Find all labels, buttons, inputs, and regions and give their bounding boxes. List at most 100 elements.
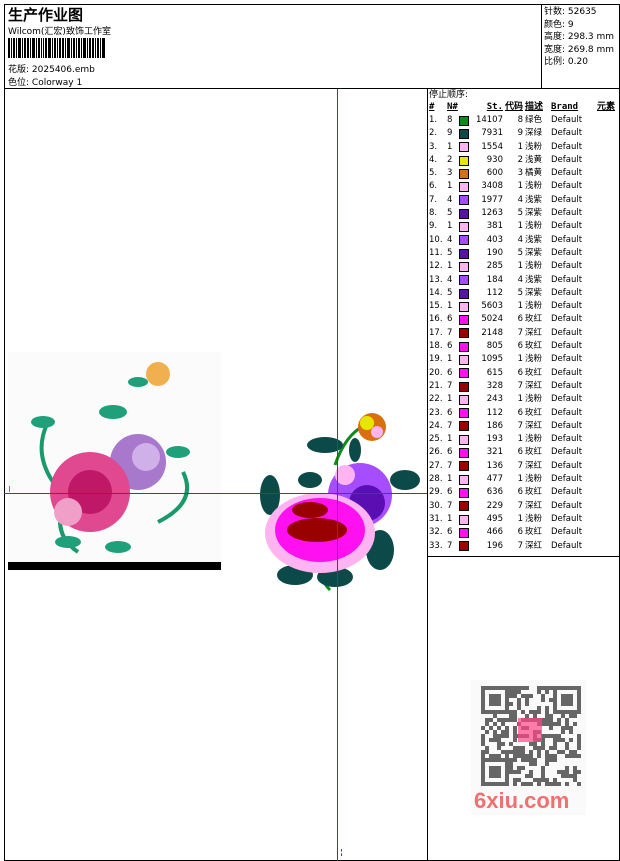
table-row: 20. 6 615 6 玫红 Default bbox=[429, 367, 619, 380]
row-description: 深红 bbox=[525, 380, 543, 391]
row-index: 10. bbox=[429, 234, 443, 245]
row-needle: 1 bbox=[447, 434, 453, 445]
barcode-bar bbox=[27, 38, 29, 58]
row-brand: Default bbox=[551, 234, 583, 245]
color-swatch bbox=[459, 115, 469, 126]
row-stitches: 112 bbox=[486, 407, 503, 418]
row-brand: Default bbox=[551, 168, 583, 179]
color-swatch bbox=[459, 142, 469, 153]
row-brand: Default bbox=[551, 301, 583, 312]
row-stitches: 1554 bbox=[481, 141, 503, 152]
design-value: 2025406.emb bbox=[31, 65, 95, 75]
row-description: 浅粉 bbox=[525, 261, 543, 272]
row-needle: 1 bbox=[447, 181, 453, 192]
row-brand: Default bbox=[551, 487, 583, 498]
row-brand: Default bbox=[551, 500, 583, 511]
row-needle: 3 bbox=[447, 168, 453, 179]
barcode-bar bbox=[83, 38, 86, 58]
row-needle: 7 bbox=[447, 540, 453, 551]
row-index: 2. bbox=[429, 128, 438, 139]
row-brand: Default bbox=[551, 314, 583, 325]
row-needle: 5 bbox=[447, 208, 453, 219]
qr-code-icon bbox=[481, 686, 581, 786]
row-description: 玫红 bbox=[525, 487, 543, 498]
barcode-bar bbox=[76, 38, 77, 58]
row-stitches: 7931 bbox=[481, 128, 503, 139]
row-description: 深红 bbox=[525, 540, 543, 551]
table-row: 17. 7 2148 7 深红 Default bbox=[429, 327, 619, 340]
barcode-bar bbox=[54, 38, 56, 58]
row-stitches: 495 bbox=[486, 513, 503, 524]
color-swatch bbox=[459, 501, 469, 512]
row-description: 浅粉 bbox=[525, 221, 543, 232]
table-row: 32. 6 466 6 玫红 Default bbox=[429, 526, 619, 539]
col-description: 描述 bbox=[525, 102, 544, 112]
row-stitches: 615 bbox=[486, 367, 503, 378]
row-index: 5. bbox=[429, 168, 438, 179]
table-row: 2. 9 7931 9 深绿 Default bbox=[429, 127, 619, 140]
barcode-bar bbox=[43, 38, 44, 58]
row-index: 14. bbox=[429, 287, 443, 298]
row-needle: 1 bbox=[447, 301, 453, 312]
barcode-bar bbox=[71, 38, 72, 58]
row-code: 7 bbox=[517, 460, 523, 471]
colorway: 色位: Colorway 1 bbox=[8, 75, 82, 88]
row-description: 橘黄 bbox=[525, 168, 543, 179]
row-index: 16. bbox=[429, 314, 443, 325]
color-swatch bbox=[459, 394, 469, 405]
table-row: 8. 5 1263 5 深紫 Default bbox=[429, 207, 619, 220]
row-stitches: 477 bbox=[486, 474, 503, 485]
color-swatch bbox=[459, 541, 469, 552]
row-code: 5 bbox=[517, 208, 523, 219]
stop-sequence-table: 停止顺序: # N# St. 代码 描述 Brand 元素 1. 8 14107 8 绿… bbox=[429, 89, 619, 553]
row-stitches: 14107 bbox=[475, 115, 503, 125]
row-stitches: 136 bbox=[486, 460, 503, 471]
table-row: 13. 4 184 4 浅紫 Default bbox=[429, 274, 619, 287]
color-swatch bbox=[459, 128, 469, 139]
row-index: 3. bbox=[429, 141, 438, 152]
barcode-bar bbox=[36, 38, 37, 58]
row-needle: 7 bbox=[447, 420, 453, 431]
row-needle: 1 bbox=[447, 221, 453, 232]
row-code: 4 bbox=[517, 234, 523, 245]
barcode-bar bbox=[22, 38, 23, 58]
row-description: 浅粉 bbox=[525, 141, 543, 152]
design-file: 花版: 2025406.emb bbox=[8, 62, 95, 75]
row-description: 玫红 bbox=[525, 447, 543, 458]
table-row: 30. 7 229 7 深红 Default bbox=[429, 500, 619, 513]
row-brand: Default bbox=[551, 194, 583, 205]
color-swatch bbox=[459, 341, 469, 352]
row-index: 1. bbox=[429, 115, 438, 125]
row-code: 7 bbox=[517, 500, 523, 511]
row-code: 2 bbox=[517, 154, 523, 165]
barcode-bar bbox=[57, 38, 58, 58]
barcode-bar bbox=[73, 38, 75, 58]
barcode-bar bbox=[18, 38, 21, 58]
row-description: 浅粉 bbox=[525, 434, 543, 445]
row-stitches: 930 bbox=[486, 154, 503, 165]
row-description: 深紫 bbox=[525, 208, 543, 219]
row-stitches: 229 bbox=[486, 500, 503, 511]
origin-marker bbox=[9, 486, 10, 492]
row-index: 26. bbox=[429, 447, 443, 458]
row-code: 1 bbox=[517, 434, 523, 445]
row-needle: 4 bbox=[447, 234, 453, 245]
row-brand: Default bbox=[551, 367, 583, 378]
row-index: 24. bbox=[429, 420, 443, 431]
barcode-bar bbox=[62, 38, 64, 58]
row-index: 33. bbox=[429, 540, 443, 551]
table-row: 21. 7 328 7 深红 Default bbox=[429, 380, 619, 393]
row-description: 浅粉 bbox=[525, 181, 543, 192]
table-row: 18. 6 805 6 玫红 Default bbox=[429, 340, 619, 353]
row-code: 6 bbox=[517, 314, 523, 325]
row-brand: Default bbox=[551, 407, 583, 418]
row-stitches: 1263 bbox=[481, 208, 503, 219]
row-index: 30. bbox=[429, 500, 443, 511]
row-stitches: 1977 bbox=[481, 194, 503, 205]
vertical-guide-line bbox=[337, 89, 338, 861]
table-row: 3. 1 1554 1 浅粉 Default bbox=[429, 141, 619, 154]
row-code: 1 bbox=[517, 221, 523, 232]
table-row: 12. 1 285 1 浅粉 Default bbox=[429, 260, 619, 273]
barcode-bar bbox=[67, 38, 70, 58]
design-info: 针数: 52635 颜色: 9 高度: 298.3 mm 宽度: 269.8 m… bbox=[541, 4, 620, 88]
